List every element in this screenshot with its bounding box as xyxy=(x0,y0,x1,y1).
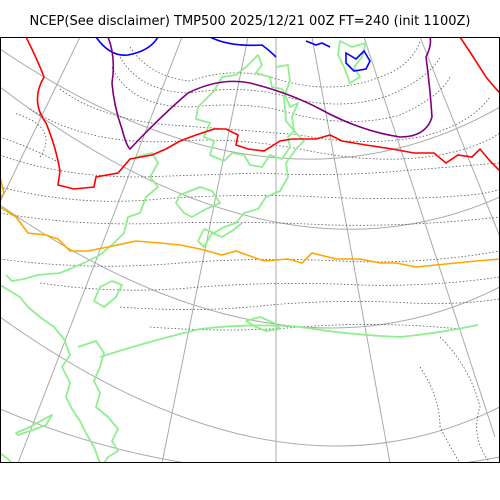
minor-contours xyxy=(0,41,500,463)
blue-contour xyxy=(305,40,331,48)
meridian-lines xyxy=(0,37,500,463)
map-title: NCEP(See disclaimer) TMP500 2025/12/21 0… xyxy=(29,14,471,29)
minor-contour xyxy=(29,108,500,160)
latitude-line xyxy=(0,86,500,230)
coastline xyxy=(245,316,281,332)
map-border xyxy=(0,37,500,463)
coastline xyxy=(0,284,101,463)
minor-contour xyxy=(0,136,61,164)
minor-contour xyxy=(119,56,441,105)
minor-contour xyxy=(0,212,500,226)
blue-contour xyxy=(209,37,277,58)
blue-contour xyxy=(345,49,371,72)
blue-contour xyxy=(95,37,159,56)
meridian-line xyxy=(17,37,183,463)
coastline xyxy=(99,324,479,358)
minor-contour xyxy=(119,298,500,310)
minor-contour xyxy=(0,250,500,267)
coastline xyxy=(197,64,305,248)
coastline xyxy=(77,340,119,463)
minor-contour xyxy=(0,154,500,178)
coastline xyxy=(5,152,159,282)
purple-contour xyxy=(107,37,433,151)
minor-contour xyxy=(59,88,491,142)
coastline xyxy=(175,186,221,218)
minor-contour xyxy=(111,66,451,122)
coastline xyxy=(93,280,123,308)
latitude-lines xyxy=(0,48,500,463)
coastline xyxy=(15,414,53,436)
red-contour xyxy=(25,37,500,190)
meridian-line xyxy=(363,37,496,438)
coastline xyxy=(195,54,299,168)
coastline xyxy=(337,40,367,84)
latitude-line xyxy=(0,204,500,329)
latitude-line xyxy=(0,316,500,447)
orange-contour xyxy=(0,176,5,200)
minor-contour xyxy=(419,366,461,463)
coastline xyxy=(0,452,13,463)
map-canvas xyxy=(0,37,500,463)
minor-contour xyxy=(439,336,491,463)
orange-contour xyxy=(0,206,500,268)
minor-contour xyxy=(0,186,500,202)
meridian-line xyxy=(0,37,81,203)
coastlines xyxy=(0,40,479,463)
minor-contour xyxy=(39,276,500,291)
meridian-line xyxy=(311,37,391,463)
map-frame xyxy=(0,37,500,463)
latitude-line xyxy=(0,48,500,160)
minor-contour xyxy=(13,112,47,158)
red-contour xyxy=(459,37,500,94)
minor-contour xyxy=(129,41,421,88)
meridian-line xyxy=(419,37,500,238)
latitude-line xyxy=(0,408,500,463)
